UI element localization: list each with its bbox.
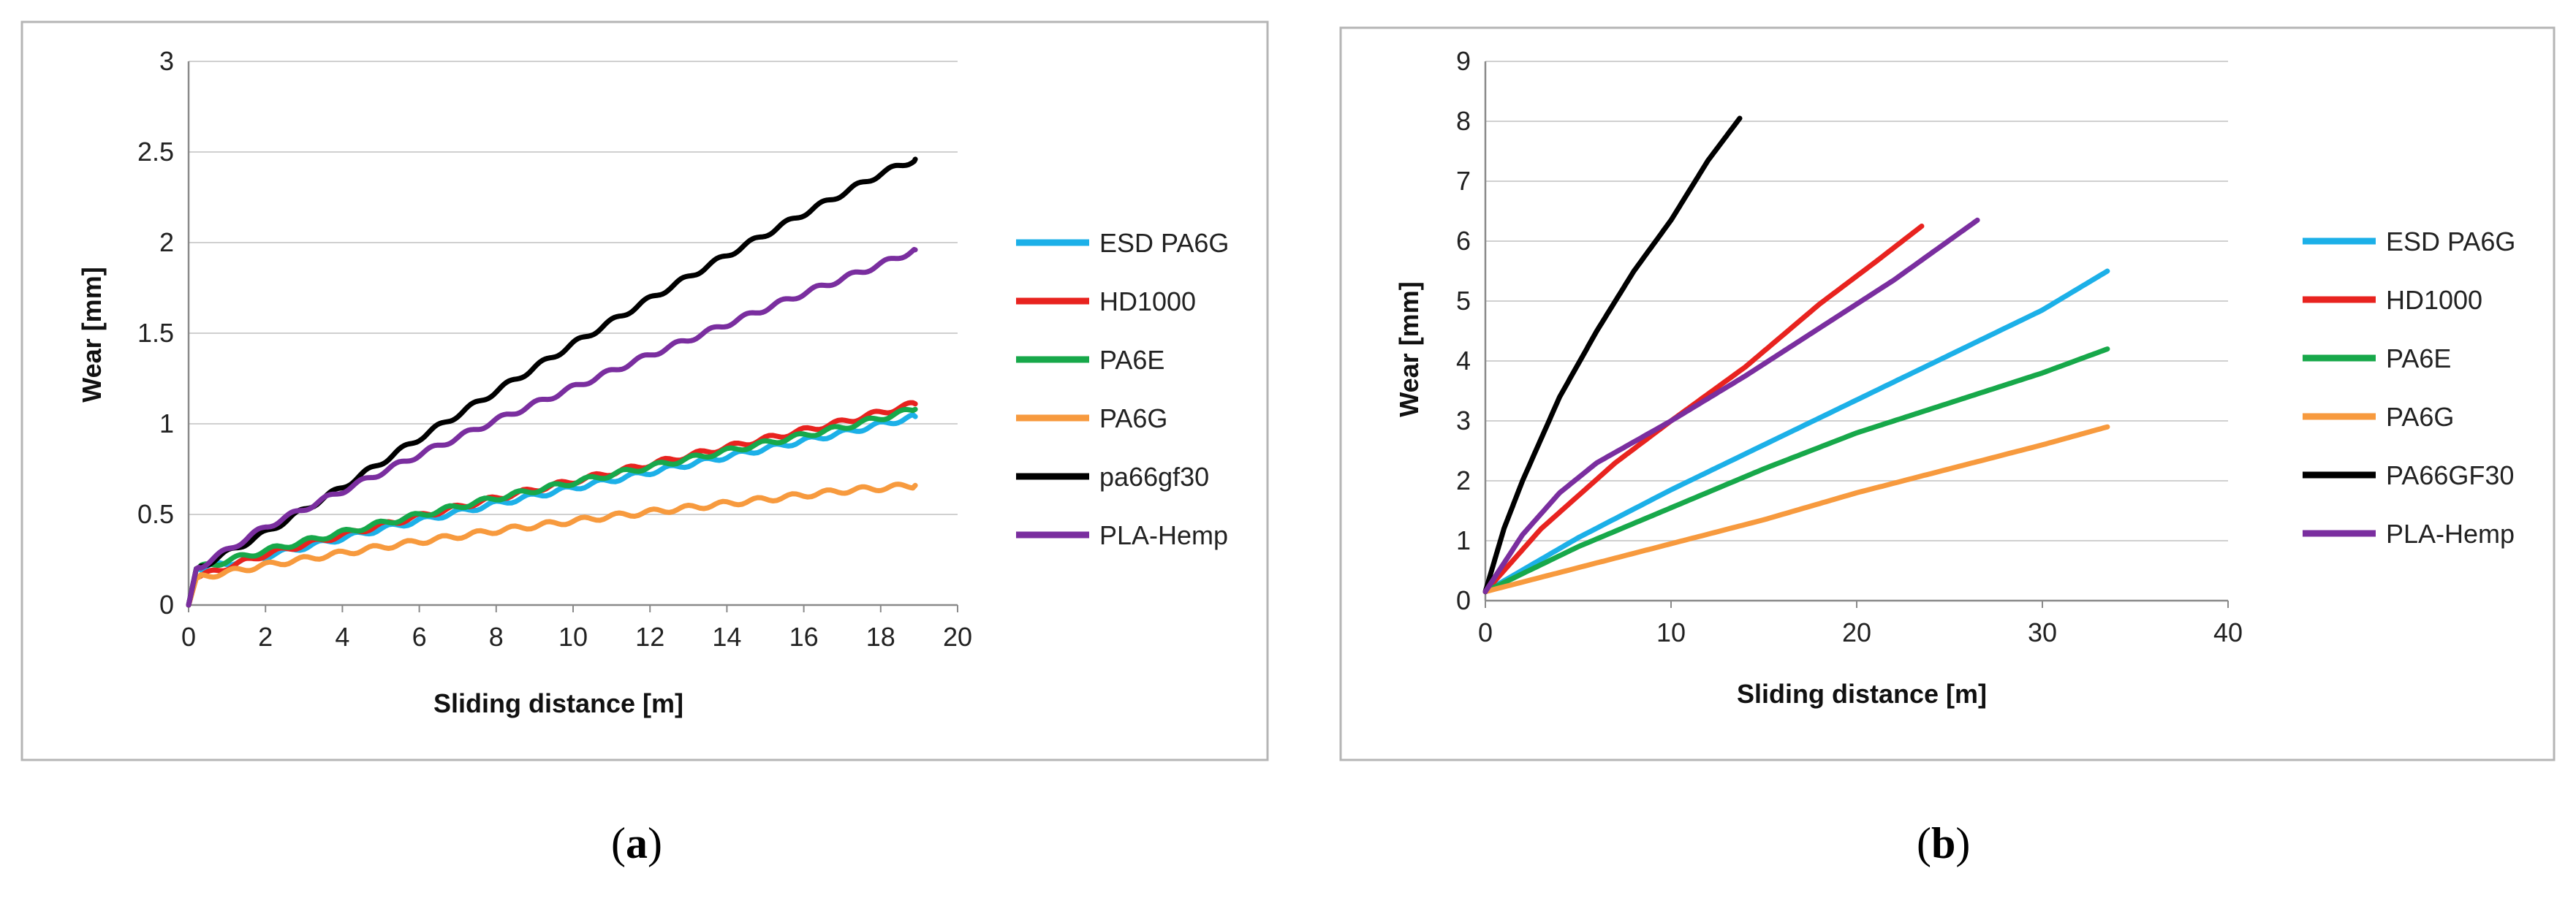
chart-a-xtick-label: 2 [258, 622, 273, 652]
chart-a-gridlines [189, 61, 958, 515]
chart-a-yticks: 0 0.5 1 1.5 2 2.5 3 [137, 46, 174, 620]
chart-b-series-pa6e [1482, 346, 2110, 595]
chart-b-xtick-label: 40 [2213, 617, 2243, 647]
chart-b-yticks: 0 1 2 3 4 5 6 7 8 9 [1456, 46, 1471, 615]
chart-a-legend-label-esd-pa6g: ESD PA6G [1099, 228, 1229, 258]
chart-b-series-pa6g [1482, 424, 2110, 595]
chart-b-gridlines [1485, 61, 2228, 541]
chart-a-ytick-label: 2 [159, 227, 174, 257]
chart-a-legend: ESD PA6G HD1000 PA6E PA6G pa66gf30 PLA-Hemp [1016, 228, 1229, 550]
chart-b-xtick-label: 20 [1842, 617, 1871, 647]
chart-a-axes [187, 61, 958, 612]
chart-b-ytick-label: 6 [1456, 226, 1471, 256]
chart-a-frame [20, 20, 1269, 761]
chart-b-legend: ESD PA6G HD1000 PA6E PA6G PA66GF30 PLA-Hemp [2303, 227, 2515, 549]
chart-b-xticks: 0 10 20 30 40 [1478, 617, 2243, 647]
chart-a-xtick-label: 4 [335, 622, 349, 652]
chart-a-series [186, 156, 918, 608]
chart-a-xtick-label: 12 [635, 622, 664, 652]
caption-a-letter: a [625, 819, 648, 867]
chart-a-legend-label-pa6e: PA6E [1099, 345, 1164, 375]
chart-b-series-esd-pa6g [1482, 268, 2110, 595]
chart-b-xlabel: Sliding distance [m] [1737, 679, 1987, 709]
chart-a-xtick-label: 6 [412, 622, 427, 652]
chart-b-ytick-label: 3 [1456, 406, 1471, 436]
chart-a-xtick-label: 10 [558, 622, 588, 652]
chart-a-series-pa6g [186, 482, 918, 608]
chart-a-xtick-label: 20 [943, 622, 972, 652]
chart-a-series-pa6e [186, 406, 918, 608]
caption-b-letter: b [1931, 819, 1956, 867]
chart-b-series-pa66gf30 [1482, 115, 1743, 595]
chart-a-xtick-label: 18 [866, 622, 895, 652]
chart-a-ytick-label: 0.5 [137, 499, 174, 529]
chart-a-legend-label-pa66gf30: pa66gf30 [1099, 462, 1209, 492]
chart-b-ytick-label: 0 [1456, 585, 1471, 615]
chart-b-ytick-label: 1 [1456, 525, 1471, 555]
chart-b-ytick-label: 4 [1456, 346, 1471, 376]
chart-b-series [1482, 115, 2110, 595]
chart-a-series-pa66gf30 [186, 156, 918, 608]
chart-a-ytick-label: 1 [159, 408, 174, 438]
caption-a: (a) [611, 819, 662, 867]
chart-b-ytick-label: 9 [1456, 46, 1471, 76]
chart-b-frame [1339, 26, 2556, 761]
chart-a-ytick-label: 3 [159, 46, 174, 76]
chart-b-ytick-label: 5 [1456, 286, 1471, 316]
chart-a-series-pla-hemp [186, 246, 918, 608]
chart-a-legend-label-hd1000: HD1000 [1099, 286, 1196, 316]
chart-a-ytick-label: 1.5 [137, 318, 174, 348]
chart-b-xtick-label: 30 [2028, 617, 2057, 647]
chart-a-legend-label-pa6g: PA6G [1099, 403, 1167, 433]
chart-b-xtick-label: 0 [1478, 617, 1493, 647]
chart-b-axes [1484, 61, 2229, 608]
chart-a-xtick-label: 0 [181, 622, 196, 652]
chart-b-legend-label-pla-hemp: PLA-Hemp [2386, 519, 2515, 549]
chart-a-ytick-label: 2.5 [137, 137, 174, 167]
chart-b-ylabel: Wear [mm] [1394, 281, 1424, 417]
chart-a-series-hd1000 [186, 400, 918, 608]
chart-a-xlabel: Sliding distance [m] [433, 688, 683, 718]
chart-b-ytick-label: 2 [1456, 465, 1471, 495]
chart-a-ytick-label: 0 [159, 590, 174, 620]
chart-b-legend-label-hd1000: HD1000 [2386, 285, 2482, 315]
chart-a-legend-label-pla-hemp: PLA-Hemp [1099, 520, 1228, 550]
chart-b-ytick-label: 7 [1456, 166, 1471, 196]
chart-a-xtick-label: 14 [712, 622, 741, 652]
chart-b-legend-label-pa66gf30: PA66GF30 [2386, 460, 2514, 490]
chart-a-ylabel: Wear [mm] [77, 267, 107, 402]
chart-b-xtick-label: 10 [1656, 617, 1686, 647]
chart-b-legend-label-pa6g: PA6G [2386, 402, 2454, 432]
chart-a-xticks: 0 2 4 6 8 10 12 14 16 18 20 [181, 622, 972, 652]
chart-a-xtick-label: 8 [489, 622, 504, 652]
chart-b-legend-label-esd-pa6g: ESD PA6G [2386, 227, 2515, 256]
chart-b-series-hd1000 [1482, 224, 1925, 595]
caption-b: (b) [1917, 819, 1971, 867]
chart-b-ytick-label: 8 [1456, 106, 1471, 136]
chart-b-series-pla-hemp [1482, 217, 1980, 595]
chart-b-legend-label-pa6e: PA6E [2386, 343, 2451, 373]
chart-a-xtick-label: 16 [789, 622, 819, 652]
chart-a-series-esd-pa6g [186, 411, 918, 608]
